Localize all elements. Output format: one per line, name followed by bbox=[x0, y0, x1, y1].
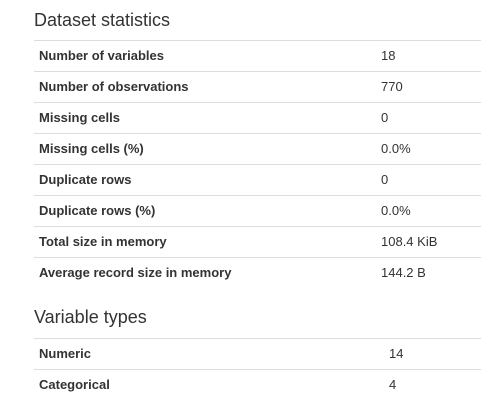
stat-value-number-of-variables: 18 bbox=[376, 40, 481, 72]
stat-value-number-of-observations: 770 bbox=[376, 71, 481, 103]
variable-types-section: Variable types Numeric 14 Categorical 4 bbox=[34, 305, 481, 401]
stat-value-average-record-size: 144.2 B bbox=[376, 257, 481, 289]
stat-label-number-of-observations: Number of observations bbox=[34, 71, 376, 103]
stat-label-missing-cells-percent: Missing cells (%) bbox=[34, 133, 376, 165]
stat-label-total-size-in-memory: Total size in memory bbox=[34, 226, 376, 258]
variable-types-title: Variable types bbox=[34, 307, 147, 327]
stat-label-average-record-size: Average record size in memory bbox=[34, 257, 376, 289]
stat-label-duplicate-rows-percent: Duplicate rows (%) bbox=[34, 195, 376, 227]
dataset-statistics-title: Dataset statistics bbox=[34, 10, 171, 30]
table-row: Numeric 14 bbox=[34, 338, 481, 370]
variable-types-table: Numeric 14 Categorical 4 bbox=[34, 338, 481, 401]
stat-value-duplicate-rows-percent: 0.0% bbox=[376, 195, 481, 227]
table-row: Missing cells (%) 0.0% bbox=[34, 133, 481, 165]
table-row: Number of variables 18 bbox=[34, 40, 481, 72]
dataset-statistics-table: Number of variables 18 Number of observa… bbox=[34, 40, 481, 289]
type-label-categorical: Categorical bbox=[34, 369, 384, 401]
table-row: Categorical 4 bbox=[34, 369, 481, 401]
stat-value-duplicate-rows: 0 bbox=[376, 164, 481, 196]
stat-label-duplicate-rows: Duplicate rows bbox=[34, 164, 376, 196]
type-label-numeric: Numeric bbox=[34, 338, 384, 370]
stat-value-missing-cells: 0 bbox=[376, 102, 481, 134]
type-value-categorical: 4 bbox=[384, 369, 481, 401]
table-row: Missing cells 0 bbox=[34, 102, 481, 134]
stat-value-missing-cells-percent: 0.0% bbox=[376, 133, 481, 165]
dataset-statistics-section: Dataset statistics Number of variables 1… bbox=[34, 8, 481, 289]
type-value-numeric: 14 bbox=[384, 338, 481, 370]
table-row: Number of observations 770 bbox=[34, 71, 481, 103]
stat-label-number-of-variables: Number of variables bbox=[34, 40, 376, 72]
stat-value-total-size-in-memory: 108.4 KiB bbox=[376, 226, 481, 258]
stat-label-missing-cells: Missing cells bbox=[34, 102, 376, 134]
table-row: Duplicate rows 0 bbox=[34, 164, 481, 196]
table-row: Average record size in memory 144.2 B bbox=[34, 257, 481, 289]
table-row: Duplicate rows (%) 0.0% bbox=[34, 195, 481, 227]
table-row: Total size in memory 108.4 KiB bbox=[34, 226, 481, 258]
